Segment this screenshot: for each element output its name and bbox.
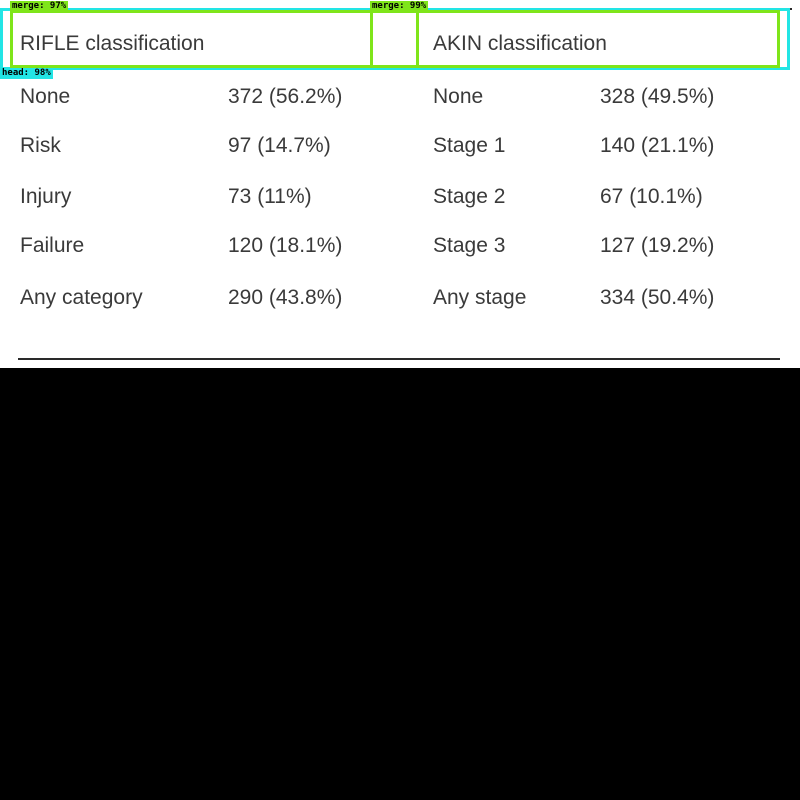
akin-value-cell: 127 (19.2%) — [600, 234, 715, 257]
header-akin-classification: AKIN classification — [433, 32, 607, 55]
rifle-label-cell: Any category — [20, 286, 143, 309]
rifle-value-cell: 120 (18.1%) — [228, 234, 343, 257]
akin-label-cell: None — [433, 85, 484, 108]
header-rifle-classification: RIFLE classification — [20, 32, 205, 55]
rifle-value-cell: 290 (43.8%) — [228, 286, 343, 309]
rifle-value-cell: 372 (56.2%) — [228, 85, 343, 108]
table-bottom-rule — [18, 358, 780, 360]
table-row: Risk 97 (14.7%) Stage 1 140 (21.1%) — [0, 129, 800, 163]
rifle-label-cell: None — [20, 85, 71, 108]
rifle-value-cell: 97 (14.7%) — [228, 134, 331, 157]
akin-label-cell: Stage 3 — [433, 234, 506, 257]
rifle-label-cell: Failure — [20, 234, 85, 257]
akin-label-cell: Stage 1 — [433, 134, 506, 157]
akin-value-cell: 334 (50.4%) — [600, 286, 715, 309]
table-panel: RIFLE classification AKIN classification… — [0, 0, 800, 368]
akin-value-cell: 140 (21.1%) — [600, 134, 715, 157]
table-row: Injury 73 (11%) Stage 2 67 (10.1%) — [0, 180, 800, 214]
akin-value-cell: 67 (10.1%) — [600, 185, 703, 208]
akin-label-cell: Stage 2 — [433, 185, 506, 208]
table-row: None 372 (56.2%) None 328 (49.5%) — [0, 80, 800, 114]
rifle-label-cell: Risk — [20, 134, 61, 157]
head-label: head: 98% — [0, 68, 53, 79]
table-row: Failure 120 (18.1%) Stage 3 127 (19.2%) — [0, 229, 800, 263]
header-rule — [12, 66, 780, 68]
merge-label-left: merge: 97% — [10, 1, 69, 12]
rifle-value-cell: 73 (11%) — [228, 185, 312, 208]
rifle-label-cell: Injury — [20, 185, 72, 208]
table-row: Any category 290 (43.8%) Any stage 334 (… — [0, 281, 800, 315]
merge-label-right: merge: 99% — [370, 1, 429, 12]
akin-value-cell: 328 (49.5%) — [600, 85, 715, 108]
akin-label-cell: Any stage — [433, 286, 527, 309]
